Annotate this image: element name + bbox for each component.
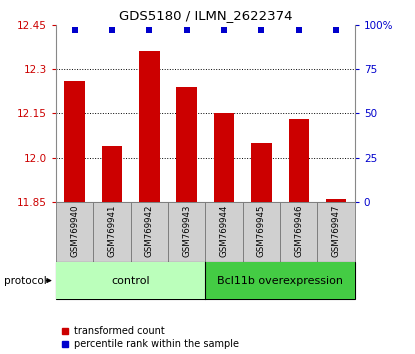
Point: [146, 27, 153, 33]
Point: [258, 27, 265, 33]
Point: [295, 27, 302, 33]
Bar: [214, 113, 234, 202]
Bar: [326, 199, 347, 202]
Text: GSM769947: GSM769947: [332, 204, 341, 257]
Bar: [251, 143, 272, 202]
Text: GSM769946: GSM769946: [294, 204, 303, 257]
Bar: [205, 262, 355, 299]
Bar: [139, 51, 160, 202]
Point: [183, 27, 190, 33]
Text: GSM769941: GSM769941: [107, 204, 117, 257]
Text: control: control: [111, 275, 150, 286]
Bar: [56, 262, 205, 299]
Text: GSM769945: GSM769945: [257, 204, 266, 257]
Bar: [243, 202, 280, 262]
Point: [109, 27, 115, 33]
Text: GSM769942: GSM769942: [145, 204, 154, 257]
Bar: [168, 202, 205, 262]
Bar: [64, 81, 85, 202]
Point: [333, 27, 339, 33]
Bar: [102, 146, 122, 202]
Text: protocol: protocol: [4, 275, 47, 286]
Point: [71, 27, 78, 33]
Title: GDS5180 / ILMN_2622374: GDS5180 / ILMN_2622374: [119, 9, 292, 22]
Bar: [93, 202, 131, 262]
Bar: [131, 202, 168, 262]
Text: Bcl11b overexpression: Bcl11b overexpression: [217, 275, 343, 286]
Bar: [288, 119, 309, 202]
Bar: [56, 202, 93, 262]
Text: GSM769944: GSM769944: [220, 204, 229, 257]
Bar: [280, 202, 317, 262]
Text: GSM769940: GSM769940: [70, 204, 79, 257]
Point: [221, 27, 227, 33]
Legend: transformed count, percentile rank within the sample: transformed count, percentile rank withi…: [61, 326, 239, 349]
Bar: [205, 202, 243, 262]
Bar: [317, 202, 355, 262]
Text: GSM769943: GSM769943: [182, 204, 191, 257]
Bar: [176, 87, 197, 202]
